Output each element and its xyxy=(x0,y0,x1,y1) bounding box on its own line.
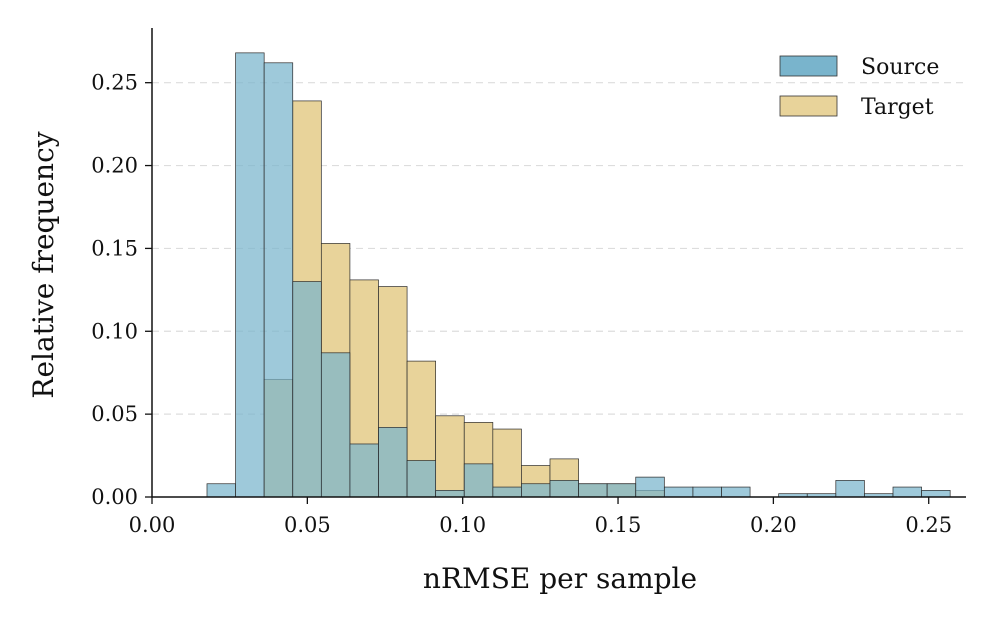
source-bar xyxy=(378,427,408,498)
source-bar xyxy=(578,483,608,498)
source-bar xyxy=(406,460,437,498)
x-tick-label: 0.05 xyxy=(284,513,331,537)
source-bar xyxy=(235,52,265,498)
source-bar xyxy=(835,480,865,498)
x-tick-label: 0.20 xyxy=(750,513,797,537)
y-tick-label: 0.05 xyxy=(91,402,138,426)
x-tick-label: 0.15 xyxy=(595,513,642,537)
legend: Source Target xyxy=(779,55,939,120)
source-bar xyxy=(263,62,294,498)
tick-labels: 0.00 0.05 0.10 0.15 0.20 0.25 0.00 0.05 0.10 0.15… xyxy=(91,71,952,537)
source-bar xyxy=(721,486,751,498)
target-bar xyxy=(435,415,465,498)
target-bar xyxy=(492,428,522,498)
x-tick-label: 0.00 xyxy=(129,513,176,537)
source-bar xyxy=(349,443,379,498)
x-tick-label: 0.25 xyxy=(905,513,952,537)
source-bar xyxy=(635,476,665,498)
legend-swatch-source xyxy=(779,55,838,77)
legend-label-source: Source xyxy=(861,55,939,80)
y-tick-label: 0.00 xyxy=(91,485,138,509)
source-bar xyxy=(921,490,951,498)
source-bar xyxy=(549,480,579,498)
y-tick-label: 0.20 xyxy=(91,154,138,178)
source-bar xyxy=(206,483,236,498)
legend-swatch-target xyxy=(779,95,838,117)
source-bar xyxy=(463,463,494,498)
y-axis-title: Relative frequency xyxy=(27,131,60,398)
axes xyxy=(145,28,966,504)
source-bar xyxy=(292,281,322,498)
x-axis-title: nRMSE per sample xyxy=(423,562,697,595)
x-tick-label: 0.10 xyxy=(439,513,486,537)
source-bar xyxy=(692,486,722,498)
y-tick-label: 0.15 xyxy=(91,236,138,260)
source-bar xyxy=(320,352,351,498)
source-bar xyxy=(435,490,465,498)
source-bar xyxy=(521,483,551,498)
legend-label-target: Target xyxy=(861,95,934,120)
source-bar xyxy=(892,486,922,498)
source-bar xyxy=(492,486,522,498)
source-bar xyxy=(663,486,694,498)
source-bar xyxy=(606,483,637,498)
y-tick-label: 0.25 xyxy=(91,71,138,95)
y-tick-label: 0.10 xyxy=(91,319,138,343)
